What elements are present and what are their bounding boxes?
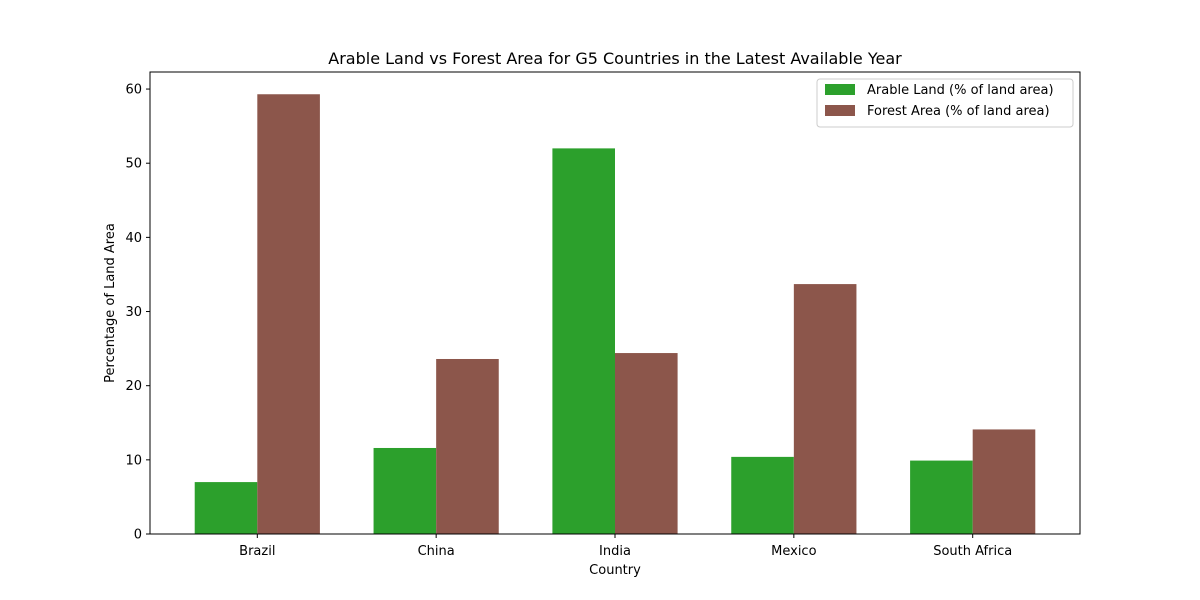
bar-forest-south-africa xyxy=(972,429,1036,534)
y-tick-label: 50 xyxy=(125,157,142,172)
legend-swatch xyxy=(825,105,855,116)
bar-forest-china xyxy=(436,358,499,534)
x-tick-label: India xyxy=(599,544,631,559)
y-tick-label: 20 xyxy=(125,379,142,394)
ticks-group: Brazil China India Mexico South Africa 0 10 20 3… xyxy=(125,83,1012,559)
y-tick-label: 30 xyxy=(125,305,142,320)
bar-arable-south-africa xyxy=(910,460,973,534)
x-tick-label: China xyxy=(418,544,455,559)
y-tick-label: 60 xyxy=(125,83,142,98)
y-tick-label: 0 xyxy=(134,528,142,543)
bar-forest-brazil xyxy=(257,94,320,534)
bar-arable-china xyxy=(373,447,437,534)
legend-swatch xyxy=(825,84,855,95)
x-axis-label: Country xyxy=(589,563,641,578)
x-tick-label: Mexico xyxy=(771,544,816,559)
y-tick-label: 10 xyxy=(125,453,142,468)
y-tick-label: 40 xyxy=(125,231,142,246)
chart-title: Arable Land vs Forest Area for G5 Countr… xyxy=(328,49,902,68)
legend-entry-label: Forest Area (% of land area) xyxy=(867,104,1050,119)
bar-arable-mexico xyxy=(731,456,794,534)
legend-entry-label: Arable Land (% of land area) xyxy=(867,83,1054,98)
bar-forest-india xyxy=(615,353,678,534)
x-tick-label: South Africa xyxy=(933,544,1012,559)
x-tick-label: Brazil xyxy=(239,544,275,559)
bar-forest-mexico xyxy=(793,284,857,534)
bar-arable-brazil xyxy=(194,482,258,534)
legend-box xyxy=(816,78,1074,128)
bar-arable-india xyxy=(552,148,615,534)
bars-group xyxy=(194,94,1036,534)
y-axis-label: Percentage of Land Area xyxy=(103,223,118,383)
plot-frame xyxy=(149,71,1081,535)
legend: Arable Land (% of land area) Forest Area … xyxy=(816,78,1074,128)
